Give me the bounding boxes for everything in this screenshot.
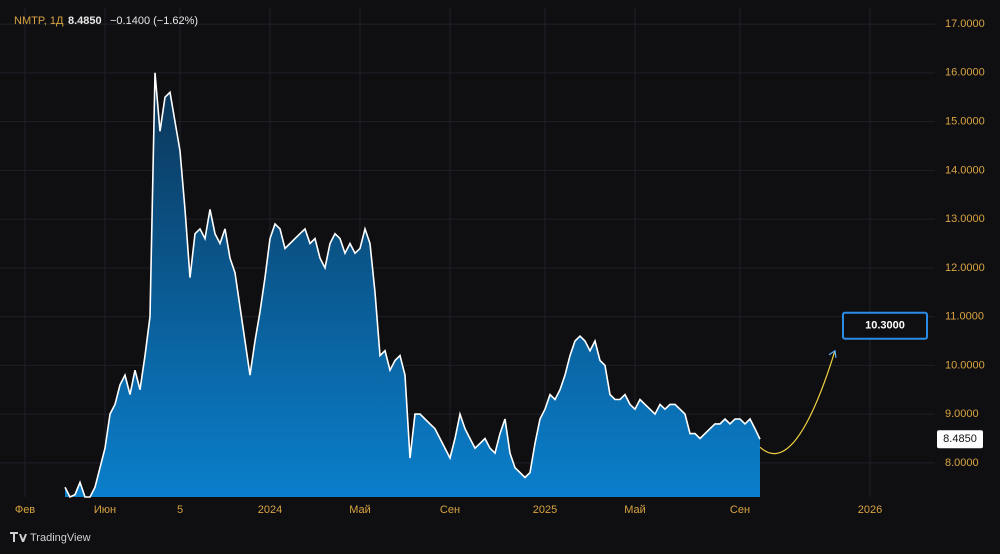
y-tick-label: 11.0000 bbox=[945, 311, 984, 323]
x-tick-label: 2025 bbox=[533, 504, 557, 516]
y-tick-label: 8.0000 bbox=[945, 457, 979, 469]
price: 8.4850 bbox=[68, 15, 102, 27]
x-tick-label: Май bbox=[624, 504, 646, 516]
x-tick-label: 2024 bbox=[258, 504, 282, 516]
y-tick-label: 10.0000 bbox=[945, 359, 985, 371]
arrow-head bbox=[828, 349, 837, 358]
last-price-label: 8.4850 bbox=[943, 433, 977, 445]
x-tick-label: Май bbox=[349, 504, 371, 516]
y-tick-label: 16.0000 bbox=[945, 67, 985, 79]
x-tick-label: 5 bbox=[177, 504, 183, 516]
target-box bbox=[842, 311, 928, 340]
y-tick-label: 12.0000 bbox=[945, 262, 985, 274]
x-tick-label: Июн bbox=[94, 504, 116, 516]
y-tick-label: 15.0000 bbox=[945, 116, 985, 128]
x-tick-label: Сен bbox=[730, 504, 750, 516]
forecast-arrow bbox=[759, 350, 836, 455]
branding: TradingView bbox=[30, 532, 91, 544]
symbol: NMTP, 1Д bbox=[14, 15, 64, 27]
change: −0.1400 (−1.62%) bbox=[110, 15, 198, 27]
y-tick-label: 9.0000 bbox=[945, 408, 979, 420]
y-tick-label: 17.0000 bbox=[945, 18, 985, 30]
x-tick-label: Фев bbox=[15, 504, 35, 516]
y-tick-label: 14.0000 bbox=[945, 164, 985, 176]
target-label: 10.3000 bbox=[865, 320, 905, 332]
price-line bbox=[64, 72, 761, 499]
x-tick-label: Сен bbox=[440, 504, 460, 516]
area bbox=[65, 72, 760, 498]
x-tick-label: 2026 bbox=[858, 504, 882, 516]
last-price-box bbox=[937, 430, 983, 449]
logo bbox=[10, 532, 27, 542]
y-tick-label: 13.0000 bbox=[945, 213, 985, 225]
